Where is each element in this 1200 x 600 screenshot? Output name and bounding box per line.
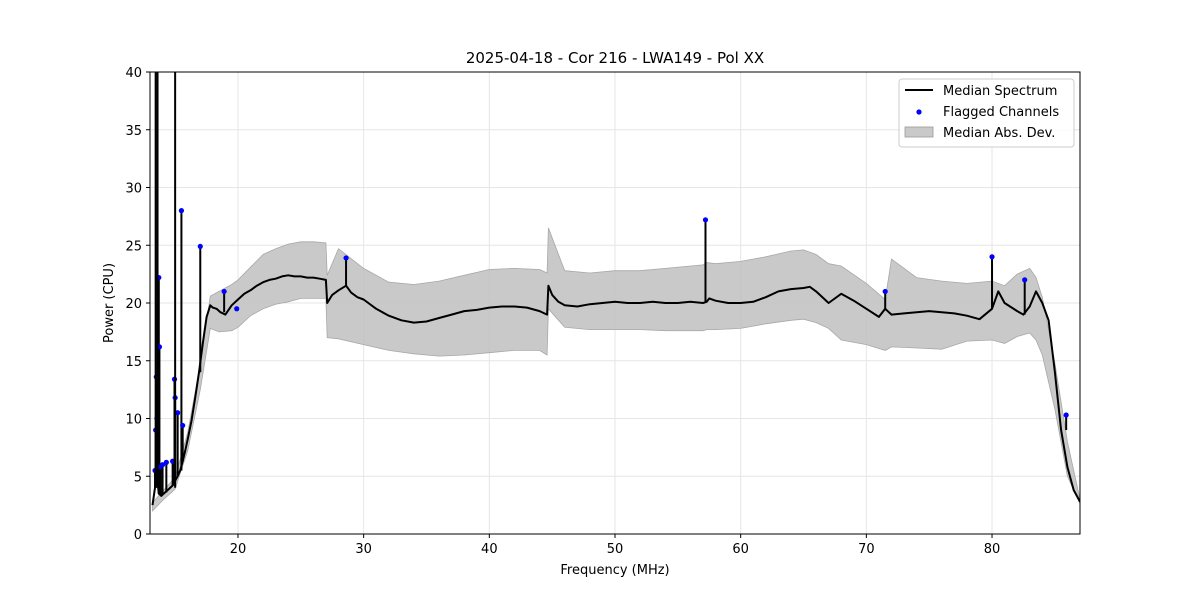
legend-flagged-swatch (916, 109, 922, 115)
x-axis-ticks: 20 30 40 50 60 70 80 (230, 534, 1001, 557)
x-tick-label: 80 (984, 542, 1001, 557)
x-axis-label: Frequency (MHz) (560, 563, 669, 578)
legend-mad-label: Median Abs. Dev. (943, 126, 1055, 141)
x-tick-label: 20 (230, 542, 247, 557)
flagged-point (163, 459, 169, 465)
chart-title: 2025-04-18 - Cor 216 - LWA149 - Pol XX (466, 49, 764, 67)
legend: Median Spectrum Flagged Channels Median … (898, 78, 1075, 148)
flagged-point (159, 462, 166, 468)
y-axis-label: Power (CPU) (102, 263, 117, 343)
flagged-point (234, 306, 240, 312)
flagged-point (180, 422, 186, 429)
flagged-point (175, 410, 181, 416)
legend-flagged-label: Flagged Channels (943, 105, 1059, 120)
x-tick-label: 40 (481, 542, 498, 557)
y-tick-label: 5 (134, 470, 142, 485)
legend-box (898, 78, 1075, 148)
flagged-point (702, 217, 709, 223)
x-tick-label: 30 (355, 542, 372, 557)
y-tick-label: 25 (125, 239, 142, 254)
legend-mad-swatch (904, 126, 934, 138)
x-tick-label: 60 (732, 542, 749, 557)
y-axis-ticks: 0 5 10 15 20 25 30 35 40 (125, 66, 150, 543)
flagged-point (197, 243, 203, 250)
flagged-point (221, 288, 227, 295)
flagged-point (1022, 277, 1028, 283)
flagged-point (343, 255, 349, 261)
median-spectrum-line (151, 274, 1080, 506)
y-tick-label: 30 (125, 182, 142, 197)
y-tick-label: 15 (125, 355, 142, 370)
y-tick-label: 10 (125, 413, 142, 428)
flagged-point (1063, 412, 1069, 418)
x-tick-label: 50 (607, 542, 624, 557)
flagged-point (178, 208, 185, 214)
y-tick-label: 0 (134, 528, 142, 543)
y-tick-label: 20 (125, 297, 142, 312)
y-tick-label: 40 (125, 66, 142, 81)
flagged-point (882, 288, 888, 295)
flagged-points-layer (152, 72, 1069, 495)
flagged-point (989, 254, 995, 260)
x-tick-label: 70 (858, 542, 875, 557)
legend-median-label: Median Spectrum (943, 84, 1057, 99)
median-line-layer (151, 274, 1080, 506)
y-tick-label: 35 (125, 124, 142, 139)
